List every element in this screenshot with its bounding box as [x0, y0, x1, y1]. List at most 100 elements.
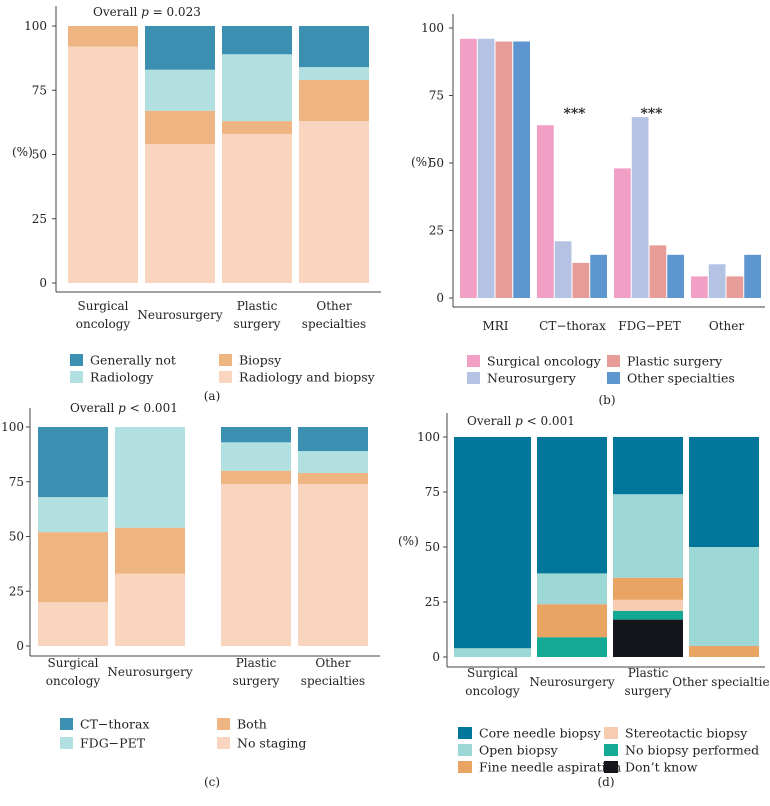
y-tick-label: 0	[16, 639, 24, 653]
bar-segment	[454, 648, 531, 657]
x-tick-label: Neurosurgery	[107, 665, 192, 679]
x-tick-label: surgery	[233, 674, 280, 688]
y-tick-label: 75	[9, 475, 24, 489]
panel-label: (d)	[597, 775, 614, 789]
x-tick-label: Plastic	[628, 666, 669, 680]
x-tick-label: Neurosurgery	[137, 308, 222, 322]
legend-swatch	[604, 727, 618, 739]
y-tick-label: 0	[432, 650, 440, 664]
panel-label: (c)	[204, 775, 220, 789]
bar-segment	[145, 26, 215, 70]
bar-segment	[222, 121, 292, 134]
legend-swatch	[604, 744, 618, 756]
y-tick-label: 75	[32, 83, 47, 97]
chart-panel-c: 0 25 50 75 100 Surgical oncology Neurosurgery Pl…	[1, 401, 380, 789]
bar-segment	[221, 427, 291, 443]
bar-segment	[38, 497, 108, 533]
legend-swatch	[70, 371, 83, 383]
y-tick-label: 100	[421, 21, 444, 35]
legend-swatch	[467, 372, 480, 384]
y-tick-label: 100	[1, 420, 24, 434]
x-tick-label: Other	[709, 319, 744, 333]
legend-label: Plastic surgery	[627, 354, 723, 369]
bar-segment	[537, 437, 607, 574]
legend-label: Core needle biopsy	[479, 726, 602, 741]
annotation-variable: p	[141, 5, 149, 19]
legend-label: No biopsy performed	[625, 743, 759, 758]
panel-label: (b)	[598, 393, 615, 407]
legend-label: Surgical oncology	[487, 354, 602, 369]
legend-label: Generally not	[90, 353, 176, 368]
bar-segment	[613, 619, 683, 657]
legend-label: Radiology and biopsy	[239, 370, 376, 385]
x-tick-label: Plastic	[237, 299, 278, 313]
bar-segment	[454, 437, 531, 649]
bar-segment	[115, 527, 185, 574]
bar-segment	[222, 133, 292, 283]
panel-label: (a)	[204, 389, 221, 403]
y-tick-label: 50	[425, 540, 440, 554]
bar-segment	[298, 472, 368, 484]
bar-segment	[222, 26, 292, 55]
legend-label: Both	[237, 717, 267, 732]
legend-swatch	[467, 355, 480, 367]
x-tick-label: specialties	[301, 674, 365, 688]
x-tick-label: specialties	[302, 317, 366, 331]
bar-segment	[613, 577, 683, 600]
bar-segment	[613, 610, 683, 620]
bar-segment	[222, 54, 292, 122]
y-tick-label: 25	[425, 595, 440, 609]
bar-segment	[689, 646, 759, 657]
bar-segment	[298, 451, 368, 473]
x-tick-label: Other	[315, 656, 350, 670]
y-tick-label: 50	[9, 530, 24, 544]
legend-label: Neurosurgery	[487, 371, 577, 386]
bar	[726, 276, 744, 298]
x-tick-label: MRI	[482, 319, 508, 333]
annotation-value: = 0.023	[149, 5, 201, 19]
legend-swatch	[60, 718, 73, 730]
bar-segment	[221, 442, 291, 471]
legend-swatch	[70, 354, 83, 366]
bar-segment	[537, 637, 607, 657]
x-tick-label: surgery	[234, 317, 281, 331]
bar	[631, 117, 649, 298]
y-tick-label: 50	[32, 148, 47, 162]
bar-segment	[145, 144, 215, 283]
legend-swatch	[458, 744, 472, 756]
y-tick-label: 0	[39, 276, 47, 290]
x-tick-label: Surgical	[48, 656, 99, 670]
bar-segment	[299, 26, 369, 68]
annotation-prefix: Overall	[70, 401, 118, 415]
legend-label: FDG−PET	[80, 736, 146, 751]
bar-segment	[689, 547, 759, 646]
y-tick-label: 100	[417, 430, 440, 444]
x-tick-label: Other	[316, 299, 351, 313]
x-tick-label: oncology	[46, 674, 101, 688]
bar-segment	[299, 79, 369, 122]
y-axis-label: (%)	[411, 155, 432, 169]
bar-segment	[145, 69, 215, 111]
p-value-annotation: Overall p = 0.023	[93, 5, 201, 19]
significance-marker: ***	[641, 106, 664, 122]
x-tick-label: Other specialties	[672, 675, 770, 689]
bar	[590, 254, 607, 298]
y-axis-label: (%)	[12, 145, 33, 159]
annotation-value: < 0.001	[523, 414, 575, 428]
chart-panel-b: 0 25 50 75 100 (%) *** *** MRI CT−thorax FDG−PET Ot…	[411, 14, 765, 407]
p-value-annotation: Overall p < 0.001	[467, 414, 575, 428]
bar	[572, 262, 590, 298]
bar-segment	[299, 67, 369, 80]
legend-label: Don’t know	[625, 760, 698, 775]
bar-segment	[537, 573, 607, 605]
bar	[744, 254, 761, 298]
x-tick-label: CT−thorax	[539, 319, 606, 333]
annotation-value: < 0.001	[126, 401, 178, 415]
bar-segment	[537, 604, 607, 638]
legend-swatch	[458, 761, 472, 773]
y-tick-label: 25	[9, 584, 24, 598]
bar	[537, 125, 554, 298]
bar-segment	[38, 427, 108, 498]
annotation-prefix: Overall	[93, 5, 141, 19]
bar-segment	[613, 437, 683, 495]
